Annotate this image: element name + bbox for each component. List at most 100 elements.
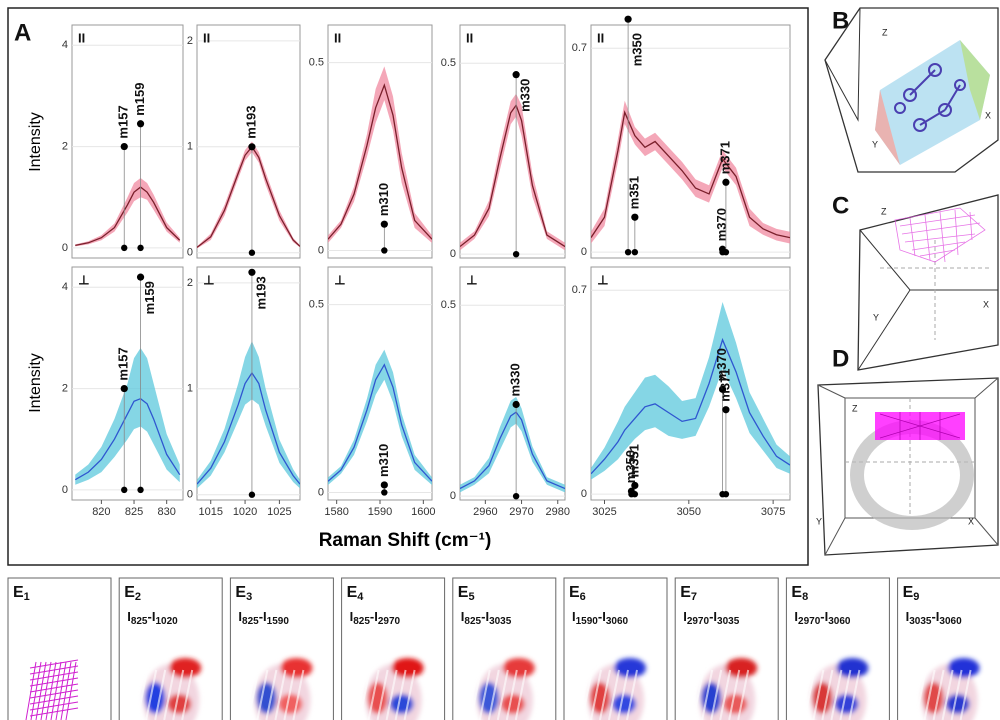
panel-label: C [832, 192, 849, 219]
map-blob [725, 658, 758, 678]
line [591, 337, 790, 475]
map-title: I825-I3035 [461, 609, 512, 626]
axis-letter: X [985, 110, 991, 120]
stripe [469, 669, 482, 720]
y-tick-label: 4 [62, 39, 68, 51]
map-title-part: I [238, 609, 242, 624]
stripe [376, 669, 389, 720]
peak-dot [512, 400, 520, 409]
axis-letter: Y [872, 139, 878, 149]
map-label-sub: 3 [246, 591, 252, 603]
stripe [514, 669, 527, 720]
stripe [812, 669, 825, 720]
map-label: E3 [235, 584, 252, 603]
peak-dot [136, 120, 145, 128]
axis-letter: Y [816, 516, 822, 526]
peak-label: m330 [518, 79, 533, 112]
map-title: I825-I2970 [350, 609, 401, 626]
map-title-part: I [127, 609, 131, 624]
lattice-line [29, 683, 79, 693]
map-label: E4 [347, 584, 365, 603]
stripe [830, 669, 843, 720]
polarization-marker: II [466, 30, 473, 45]
x-tick-label: 2980 [546, 506, 570, 518]
stripe [487, 669, 500, 720]
molecules [894, 63, 966, 132]
x-tick-label: 3025 [592, 506, 616, 518]
peak-dot [248, 268, 256, 276]
x-tick-label: 1015 [198, 506, 222, 518]
lattice [894, 207, 986, 263]
polarization-marker: II [597, 30, 604, 45]
stripe [959, 669, 972, 720]
stripe [590, 669, 602, 720]
stripe [265, 669, 278, 720]
map-frame [785, 577, 890, 720]
peak-dot [248, 143, 256, 151]
map-title-part: -I [820, 609, 828, 624]
map-title: I825-I1020 [127, 609, 178, 626]
lattice-line [29, 659, 79, 669]
stripe [283, 669, 296, 720]
spectrum-panel: 0 0.5 II m330 [441, 24, 566, 260]
y-axis-title: Intensity [27, 112, 44, 172]
lattice-line [40, 661, 52, 720]
peak-base [137, 486, 144, 494]
stripe [728, 669, 741, 720]
map-blob [391, 658, 424, 678]
stripe [692, 669, 705, 720]
map-stripes [692, 669, 750, 720]
line [460, 411, 565, 490]
peak-dot [136, 273, 145, 281]
map-title-part: I [461, 609, 465, 624]
map-title-part: I [683, 609, 687, 624]
stripe [950, 669, 963, 720]
panel-b: B Z Y X [824, 7, 999, 173]
axis-letter: Y [873, 312, 879, 322]
stripe [608, 669, 620, 720]
stripe [848, 669, 861, 720]
lattice-line [29, 665, 79, 675]
axis-letter: X [983, 299, 989, 309]
peak-dot [718, 385, 727, 393]
x-tick-label: 825 [125, 506, 143, 518]
polarization-marker: II [78, 30, 85, 45]
map-title-part: 3035 [909, 616, 932, 627]
box-edge [857, 289, 911, 371]
peak-base [631, 248, 639, 256]
stripe [599, 669, 611, 720]
lattice [25, 659, 79, 720]
x-tick-label: 1590 [368, 506, 392, 518]
map-stripes [247, 669, 305, 720]
map-label-sub: 2 [135, 591, 141, 603]
stripe [247, 669, 260, 720]
peak-base [631, 490, 639, 498]
box [857, 194, 999, 371]
peak-label: m371 [717, 141, 732, 174]
map-panel: E1 [7, 577, 112, 720]
stripe [274, 669, 287, 720]
line [74, 397, 181, 481]
panel-label: B [832, 7, 849, 34]
map-title-part: I [794, 609, 798, 624]
lattice-line [29, 677, 79, 687]
x-tick-label: 2960 [473, 506, 497, 518]
map-label-letter: E [458, 584, 469, 601]
polarization-marker: ⊥ [597, 272, 609, 287]
map-label-sub: 5 [468, 591, 474, 603]
stripe [163, 669, 176, 720]
peak-dot [120, 142, 128, 151]
panel-label: D [832, 345, 849, 372]
y-tick-label: 0 [187, 247, 193, 259]
y-axis-title: Intensity [27, 353, 44, 413]
x-tick-label: 1580 [324, 506, 348, 518]
stripe [367, 669, 380, 720]
box-edge [824, 7, 861, 122]
band [591, 301, 790, 480]
spectrum-panel: 0 0.7 II m350 m351 m370 m371 [572, 15, 791, 259]
plane [960, 40, 990, 120]
